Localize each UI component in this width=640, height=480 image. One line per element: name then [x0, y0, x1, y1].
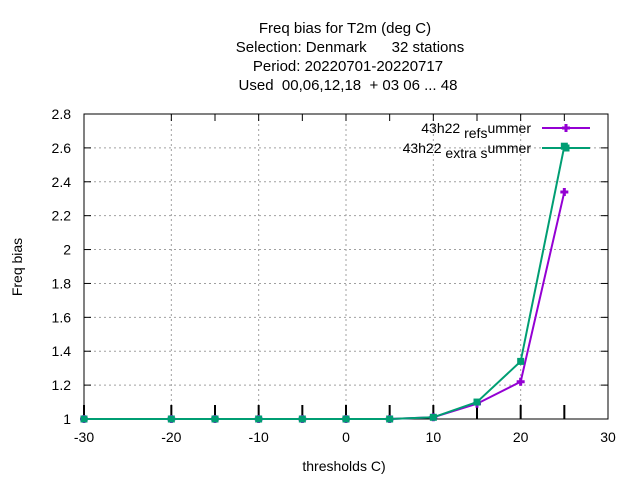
series-2: [80, 142, 568, 423]
y-tick-label: 1.2: [52, 377, 72, 393]
data-point: [560, 187, 569, 196]
legend-label: 43h22 extra summer: [403, 140, 532, 161]
series-layer: [80, 142, 569, 423]
data-point: [80, 415, 88, 423]
data-point: [429, 413, 437, 421]
legend-marker: [562, 144, 570, 152]
y-axis-label: Freq bias: [9, 238, 25, 296]
x-tick-label: 10: [426, 429, 442, 445]
x-axis-label: thresholds C): [302, 458, 385, 474]
x-tick-label: 30: [600, 429, 616, 445]
y-tick-label: 2.2: [52, 208, 72, 224]
x-tick-label: 20: [513, 429, 529, 445]
chart-title: Freq bias for T2m (deg C) Selection: Den…: [236, 20, 464, 94]
title-line-4: Used 00,06,12,18 + 03 06 ... 48: [239, 77, 458, 94]
y-tick-label: 2: [63, 242, 71, 258]
data-point: [167, 415, 175, 423]
x-tick-label: -20: [161, 429, 181, 445]
x-tick-label: -30: [74, 429, 94, 445]
y-tick-label: 1.8: [52, 275, 72, 291]
legend-entry-1: 43h22 refsummer: [421, 120, 590, 141]
data-point: [517, 357, 525, 365]
data-point: [211, 415, 219, 423]
title-line-2: Selection: Denmark 32 stations: [236, 39, 464, 56]
y-tick-label: 2.8: [52, 106, 72, 122]
title-line-3: Period: 20220701-20220717: [253, 58, 443, 75]
y-tick-label: 1: [63, 411, 71, 427]
y-tick-label: 2.6: [52, 140, 72, 156]
data-point: [386, 415, 394, 423]
data-point: [255, 415, 263, 423]
x-tick-label: -10: [249, 429, 269, 445]
data-point: [342, 415, 350, 423]
grid: [84, 114, 608, 419]
axes: -30 -20 -10 0 10 20 30 1 1.2 1.4 1.6 1.8 2 2.2 2.4 2.6 2…: [52, 106, 616, 445]
y-tick-label: 2.4: [52, 174, 72, 190]
legend-label: 43h22 refsummer: [421, 120, 531, 141]
series-1: [80, 187, 569, 423]
series-line: [84, 145, 566, 420]
title-line-1: Freq bias for T2m (deg C): [259, 20, 431, 37]
y-tick-label: 1.4: [52, 343, 72, 359]
legend-marker: [562, 124, 570, 132]
data-point: [473, 398, 481, 406]
x-tick-label: 0: [342, 429, 350, 445]
legend-entry-2: 43h22 extra summer: [403, 140, 590, 161]
data-point: [516, 377, 525, 386]
y-tick-label: 1.6: [52, 309, 72, 325]
data-point: [298, 415, 306, 423]
